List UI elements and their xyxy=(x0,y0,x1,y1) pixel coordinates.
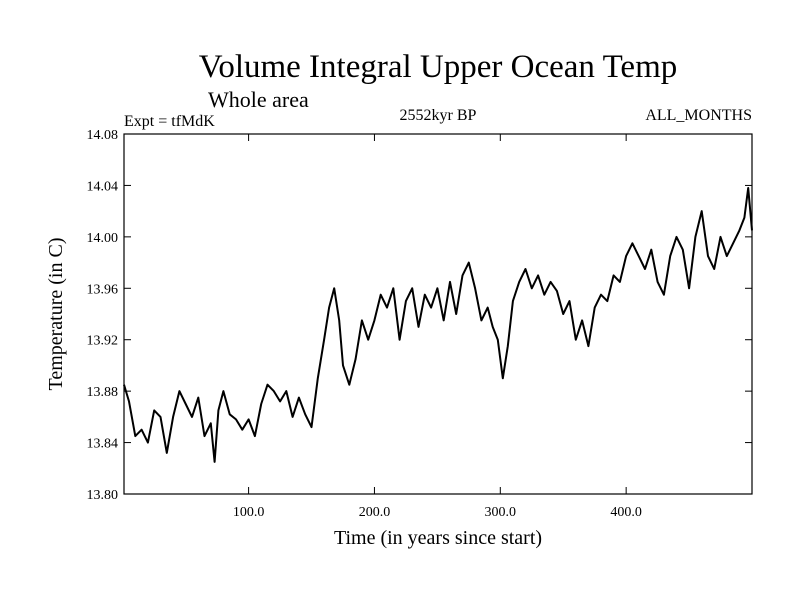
chart-title: Volume Integral Upper Ocean Temp xyxy=(199,49,677,85)
x-axis-ticks: 100.0 200.0 300.0 400.0 xyxy=(233,134,642,520)
y-tick-label: 13.84 xyxy=(87,437,119,452)
x-axis-label: Time (in years since start) xyxy=(334,527,542,549)
period-label: 2552kyr BP xyxy=(400,107,477,124)
series-layer xyxy=(123,187,753,463)
y-tick-label: 14.00 xyxy=(87,231,119,246)
series-line xyxy=(123,187,753,463)
x-tick-label: 400.0 xyxy=(610,505,642,520)
y-tick-label: 14.04 xyxy=(87,179,119,194)
x-tick-label: 300.0 xyxy=(485,505,517,520)
y-tick-label: 13.80 xyxy=(87,488,119,503)
y-tick-label: 14.08 xyxy=(87,128,119,143)
plot-frame xyxy=(123,133,753,495)
x-tick-label: 100.0 xyxy=(233,505,265,520)
x-tick-label: 200.0 xyxy=(359,505,391,520)
y-axis-ticks: 13.80 13.84 13.88 13.92 13.96 14.00 14.04 14.08 xyxy=(87,128,752,503)
y-tick-label: 13.88 xyxy=(87,385,119,400)
months-label: ALL_MONTHS xyxy=(645,107,752,124)
y-tick-label: 13.92 xyxy=(87,334,119,349)
chart-subtitle: Whole area xyxy=(208,87,309,112)
y-tick-label: 13.96 xyxy=(87,282,119,297)
experiment-label: Expt = tfMdK xyxy=(124,113,215,130)
y-axis-label: Temperature (in C) xyxy=(45,238,67,391)
